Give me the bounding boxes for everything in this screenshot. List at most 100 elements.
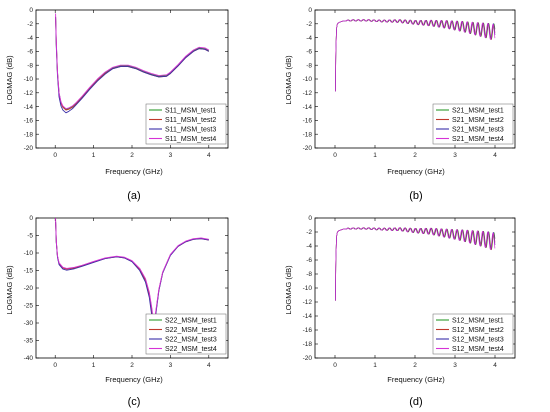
panel-c-xlabel: Frequency (GHz) <box>105 375 163 384</box>
panel-b-series-line <box>335 19 496 92</box>
panel-c-series-line <box>55 217 209 324</box>
panel-c-series-line <box>55 221 209 326</box>
panel-a-plot: 0 -2 -4 -6 -8 -10 -12 -14 -16 -18 -20 0 1 2 3 4 S11_MSM_… <box>24 7 229 159</box>
panel-a-xlabel: Frequency (GHz) <box>105 167 163 176</box>
panel-c-series-line <box>55 221 209 327</box>
panel-b-legend-label: S21_MSM_test4 <box>452 136 504 143</box>
panel-a-series-line <box>55 16 210 110</box>
panel-c-ytick-label: -10 <box>24 250 34 257</box>
panel-d: 0 -2 -4 -6 -8 -10 -12 -14 -16 -18 -20 0 1 2 3 4 S12_MSM_… <box>284 215 516 408</box>
panel-d-ytick-label: -2 <box>306 229 312 236</box>
panel-b-xtick-label: 4 <box>493 152 497 159</box>
panel-b-ytick-label: -2 <box>306 21 312 28</box>
panel-c-series-line <box>55 221 209 329</box>
panel-c-legend-label: S22_MSM_test4 <box>165 346 217 353</box>
panel-d-ytick-label: -8 <box>306 271 312 278</box>
panel-b-ytick-label: 0 <box>308 7 312 14</box>
panel-d-ytick-label: -14 <box>303 313 313 320</box>
panel-d-ytick-label: -10 <box>303 285 313 292</box>
panel-d-ytick-label: 0 <box>308 215 312 222</box>
panel-a-legend-label: S11_MSM_test4 <box>165 136 216 143</box>
panel-a-series-line <box>55 16 210 111</box>
panel-b-xlabel: Frequency (GHz) <box>387 167 445 176</box>
panel-c-xtick-label: 0 <box>53 362 57 369</box>
panel-c-legend-label: S22_MSM_test1 <box>165 317 217 324</box>
panel-b-plot: 0 -2 -4 -6 -8 -10 -12 -14 -16 -18 -20 0 1 2 3 4 S21_MSM_… <box>303 7 516 159</box>
panel-a-ytick-label: -4 <box>27 35 33 42</box>
panel-a-ytick-label: 0 <box>29 7 33 14</box>
panel-b-ytick-label: -12 <box>303 90 313 97</box>
panel-d-ytick-label: -12 <box>303 299 313 306</box>
panel-d-ytick-label: -4 <box>306 243 312 250</box>
panel-b-legend-label: S21_MSM_test3 <box>452 126 504 133</box>
panel-a-ytick-label: -2 <box>27 21 33 28</box>
panel-b-legend-label: S21_MSM_test2 <box>452 117 504 124</box>
panel-a-ylabel: LOGMAG (dB) <box>5 55 14 105</box>
panel-c-ytick-label: -15 <box>24 268 34 275</box>
panel-c-ytick-label: -30 <box>24 320 34 327</box>
panel-a-xtick-label: 3 <box>169 152 173 159</box>
panel-b-ytick-label: -20 <box>303 145 313 152</box>
panel-a-legend-label: S11_MSM_test2 <box>165 117 216 124</box>
panel-c-ylabel: LOGMAG (dB) <box>5 265 14 315</box>
panel-d-xtick-label: 4 <box>493 362 497 369</box>
panel-a-ytick-label: -16 <box>24 118 34 125</box>
panel-d-legend-label: S12_MSM_test1 <box>452 317 504 324</box>
panel-b-xtick-label: 1 <box>373 152 377 159</box>
panel-d-plot: 0 -2 -4 -6 -8 -10 -12 -14 -16 -18 -20 0 1 2 3 4 S12_MSM_… <box>303 215 516 369</box>
panel-b-ytick-label: -14 <box>303 104 313 111</box>
panel-d-xlabel: Frequency (GHz) <box>387 375 445 384</box>
panel-c-ytick-label: -25 <box>24 303 34 310</box>
panel-b-ylabel: LOGMAG (dB) <box>284 55 293 105</box>
panel-b-ytick-label: -18 <box>303 131 313 138</box>
panel-d-xtick-label: 0 <box>333 362 337 369</box>
panel-b-series-line <box>335 19 496 92</box>
panel-c-xtick-label: 3 <box>169 362 173 369</box>
panel-d-series-line <box>335 227 496 301</box>
panel-c-ytick-label: -5 <box>27 233 33 240</box>
panel-d-xtick-label: 3 <box>453 362 457 369</box>
panel-c: 0 -5 -10 -15 -20 -25 -30 -35 -40 0 1 2 3 4 S22_MSM_tes… <box>5 215 229 408</box>
panel-a-xtick-label: 0 <box>53 152 57 159</box>
panel-b-ytick-label: -6 <box>306 49 312 56</box>
panel-b-legend-label: S21_MSM_test1 <box>452 107 504 114</box>
panel-d-ytick-label: -20 <box>303 355 313 362</box>
panel-b-xtick-label: 0 <box>333 152 337 159</box>
panel-b-ytick-label: -4 <box>306 35 312 42</box>
panel-d-legend-label: S12_MSM_test4 <box>452 346 504 353</box>
panel-d-legend-label: S12_MSM_test2 <box>452 327 504 334</box>
panel-b-label: (b) <box>409 190 422 202</box>
panel-b: 0 -2 -4 -6 -8 -10 -12 -14 -16 -18 -20 0 1 2 3 4 S21_MSM_… <box>284 7 516 202</box>
panel-a-xtick-label: 1 <box>92 152 96 159</box>
panel-c-plot: 0 -5 -10 -15 -20 -25 -30 -35 -40 0 1 2 3 4 S22_MSM_tes… <box>24 215 229 369</box>
panel-a-xtick-label: 2 <box>130 152 134 159</box>
panel-d-ytick-label: -16 <box>303 327 313 334</box>
panel-a-ytick-label: -14 <box>24 104 34 111</box>
panel-a-ytick-label: -12 <box>24 90 34 97</box>
panel-a-legend-label: S11_MSM_test1 <box>165 107 216 114</box>
panel-a-legend-label: S11_MSM_test3 <box>165 126 216 133</box>
panel-c-ytick-label: 0 <box>29 215 33 222</box>
panel-d-ylabel: LOGMAG (dB) <box>284 265 293 315</box>
panel-c-xtick-label: 4 <box>207 362 211 369</box>
panel-c-legend <box>145 313 227 355</box>
panel-d-xtick-label: 1 <box>373 362 377 369</box>
panel-c-legend-label: S22_MSM_test2 <box>165 327 217 334</box>
panel-c-xtick-label: 1 <box>92 362 96 369</box>
panel-b-xtick-label: 2 <box>413 152 417 159</box>
panel-a-xtick-label: 4 <box>207 152 211 159</box>
panel-d-xtick-label: 2 <box>413 362 417 369</box>
panel-a-ytick-label: -6 <box>27 49 33 56</box>
panel-b-ytick-label: -16 <box>303 118 313 125</box>
panel-a-label: (a) <box>127 190 140 202</box>
panel-a-series-line <box>55 13 210 110</box>
panel-c-ytick-label: -40 <box>24 355 34 362</box>
panel-c-label: (c) <box>128 396 141 408</box>
panel-b-ytick-label: -8 <box>306 62 312 69</box>
panel-a-legend <box>145 103 227 145</box>
panel-c-ytick-label: -20 <box>24 285 34 292</box>
panel-d-ytick-label: -18 <box>303 341 313 348</box>
panel-b-legend <box>432 103 514 145</box>
panel-a-ytick-label: -18 <box>24 131 34 138</box>
